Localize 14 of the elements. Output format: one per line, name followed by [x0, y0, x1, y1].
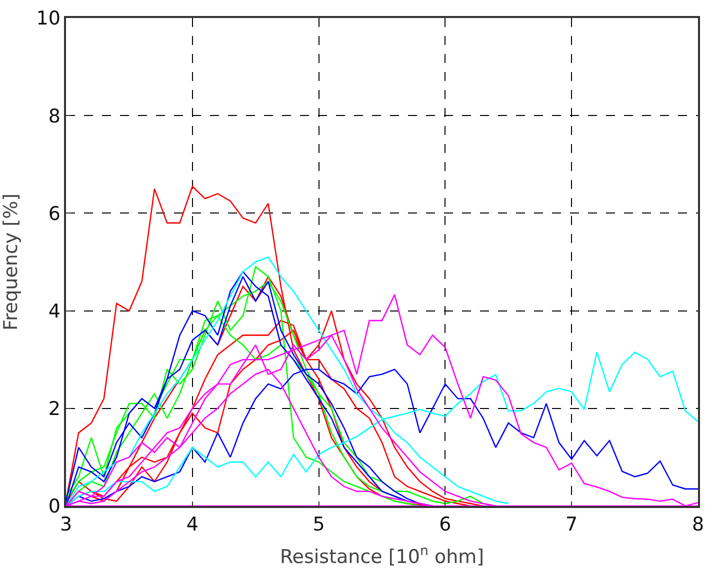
y-tick-label: 6 — [48, 202, 60, 225]
x-tick-label: 7 — [566, 514, 578, 536]
x-tick-label: 3 — [60, 514, 72, 536]
y-tick-label: 2 — [48, 398, 60, 420]
y-tick-label: 0 — [48, 496, 60, 518]
x-tick-label: 8 — [692, 514, 704, 536]
y-axis-title: Frequency [%] — [0, 193, 22, 331]
y-tick-label: 10 — [36, 8, 60, 30]
y-tick-label: 8 — [48, 105, 60, 128]
x-tick-label: 4 — [186, 514, 198, 536]
y-tick-label: 4 — [48, 300, 60, 322]
x-axis-title: Resistance [10$^{n}$ ohm] — [280, 544, 484, 568]
x-tick-label: 5 — [312, 514, 325, 536]
x-tick-label: 6 — [439, 514, 452, 536]
